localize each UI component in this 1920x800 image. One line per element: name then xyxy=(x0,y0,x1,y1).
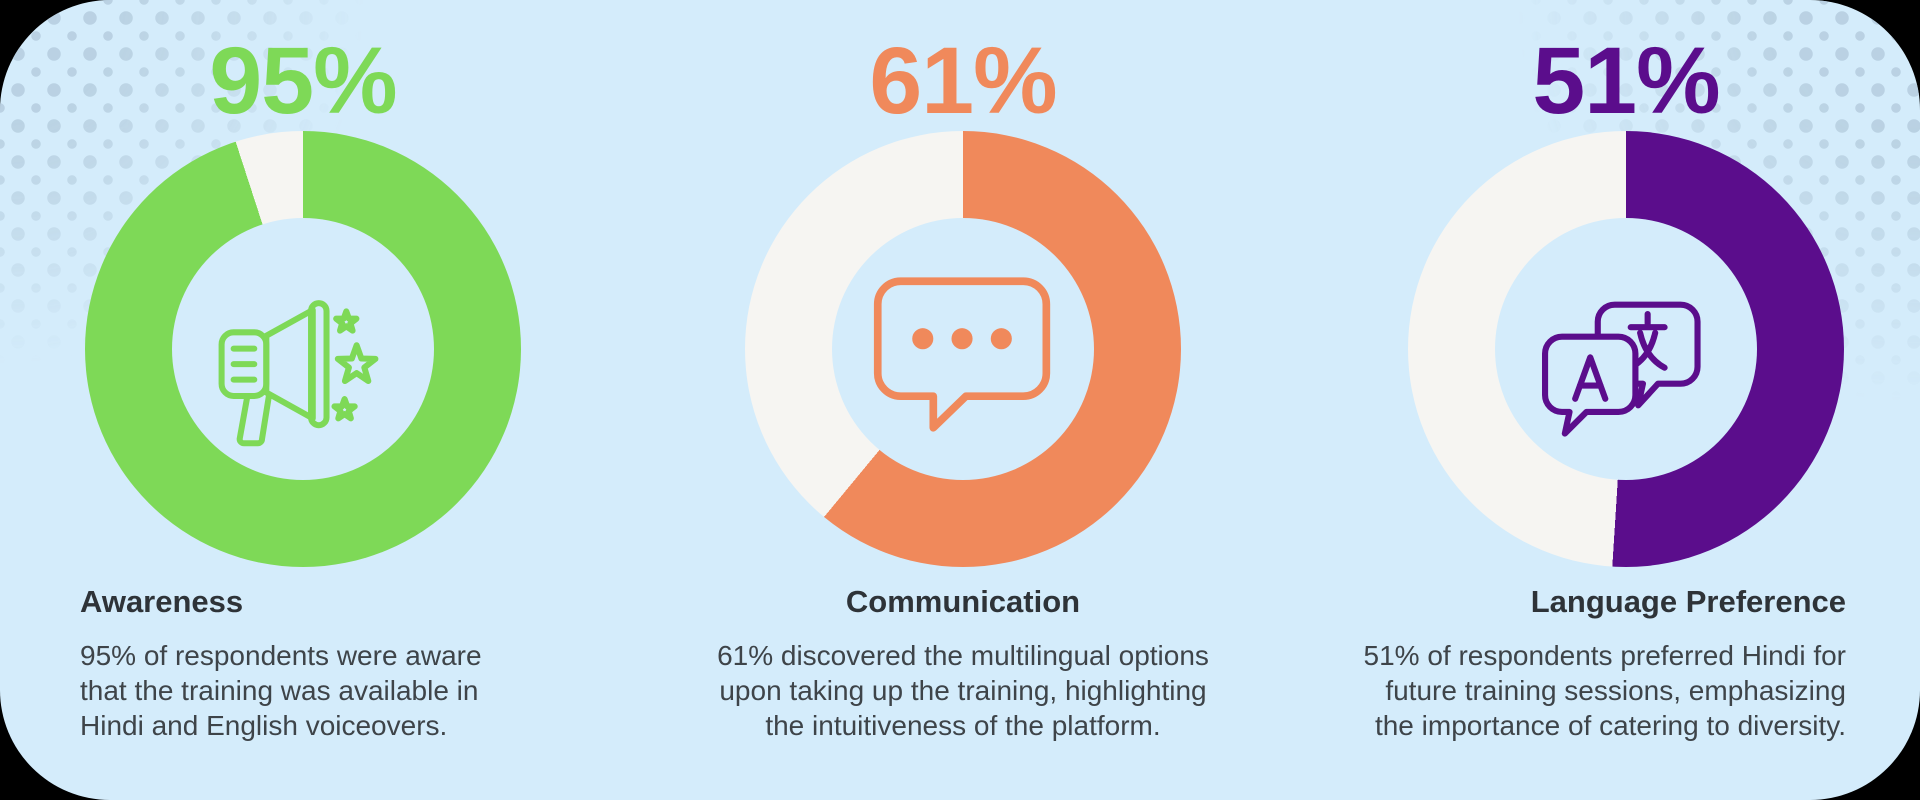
donut-chart-awareness xyxy=(85,131,521,567)
column-description-language-preference: 51% of respondents preferred Hindi for f… xyxy=(1363,640,1847,741)
column-description-awareness: 95% of respondents were aware that the t… xyxy=(80,640,482,741)
column-title-awareness: Awareness xyxy=(80,584,244,619)
percent-value-communication: 61% xyxy=(869,28,1057,134)
percent-value-language-preference: 51% xyxy=(1532,28,1720,134)
donut-chart-communication xyxy=(745,131,1181,567)
column-title-language-preference: Language Preference xyxy=(1530,584,1846,619)
column-title-communication: Communication xyxy=(845,584,1081,619)
translation-bubbles-icon xyxy=(1541,299,1711,459)
megaphone-with-stars-icon xyxy=(213,279,385,451)
percent-value-awareness: 95% xyxy=(209,28,397,134)
chat-bubble-dots-icon xyxy=(872,274,1054,437)
column-description-communication: 61% discovered the multilingual options … xyxy=(717,640,1209,741)
donut-chart-language-preference xyxy=(1408,131,1844,567)
